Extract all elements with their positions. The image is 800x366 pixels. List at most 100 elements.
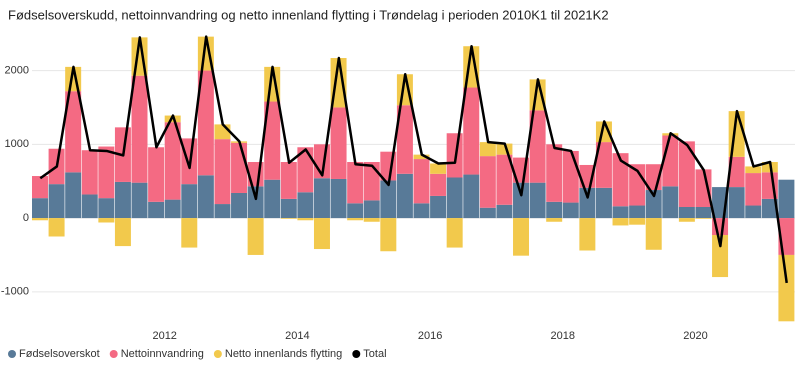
x-tick-label: 2014 <box>285 330 309 342</box>
bar-segment <box>330 107 347 179</box>
bar-segment <box>446 218 463 248</box>
bar-segment <box>347 218 364 221</box>
x-tick-label: 2012 <box>152 330 176 342</box>
bar-segment <box>612 218 629 226</box>
y-tick-label: 1000 <box>5 138 29 150</box>
x-tick-label: 2016 <box>418 330 442 342</box>
bar-segment <box>728 156 745 188</box>
bar-segment <box>313 178 330 219</box>
bar-segment <box>297 192 314 219</box>
bar-segment <box>131 75 148 183</box>
bar-segment <box>479 156 496 208</box>
bar-segment <box>496 143 513 155</box>
bar-segment <box>231 192 248 219</box>
bar-segment <box>65 91 82 173</box>
bar-segment <box>629 205 646 219</box>
bar-segment <box>446 133 463 178</box>
bar-segment <box>380 180 397 219</box>
bar-segment <box>678 207 695 219</box>
bar-segment <box>214 124 231 140</box>
bar-segment <box>81 150 98 195</box>
bar-segment <box>745 173 762 206</box>
bar-segment <box>164 122 181 200</box>
bar-segment <box>712 235 729 278</box>
chart-title: Fødselsoverskudd, nettoinnvandring og ne… <box>8 7 609 22</box>
bar-segment <box>32 198 48 219</box>
bar-segment <box>413 154 430 160</box>
bar-segment <box>164 199 181 219</box>
bar-segment <box>678 141 695 207</box>
bar-segment <box>529 182 546 219</box>
legend-marker <box>352 350 361 358</box>
legend-label: Netto innenlands flytting <box>225 348 342 360</box>
bar-segment <box>612 153 629 207</box>
bar-segment <box>413 159 430 204</box>
bar-segment <box>197 70 214 176</box>
bar-segment <box>778 254 795 322</box>
bar-segment <box>396 105 413 174</box>
bar-segment <box>231 142 248 193</box>
bar-segment <box>430 163 447 174</box>
bar-segment <box>496 204 513 219</box>
bar-segment <box>181 218 198 248</box>
bar-segment <box>579 218 596 251</box>
bar-segment <box>297 218 314 221</box>
bar-segment <box>148 201 165 219</box>
bar-segment <box>562 202 579 219</box>
bar-segment <box>48 184 65 219</box>
bar-segment <box>330 178 347 219</box>
bar-segment <box>363 200 380 219</box>
bar-segment <box>430 195 447 219</box>
legend-label: Total <box>363 348 386 360</box>
bar-segment <box>131 182 148 219</box>
bar-segment <box>612 206 629 219</box>
legend-label: Nettoinnvandring <box>121 348 204 360</box>
bar-segment <box>595 187 612 219</box>
bar-segment <box>479 142 496 157</box>
bar-segment <box>546 144 563 202</box>
bar-segment <box>778 179 795 219</box>
bar-segment <box>645 190 662 219</box>
bar-segment <box>247 218 264 255</box>
bar-segment <box>579 187 596 219</box>
bar-segment <box>380 218 397 252</box>
bar-segment <box>396 173 413 219</box>
bar-segment <box>728 187 745 219</box>
bar-segment <box>98 218 115 223</box>
bar-segment <box>98 146 115 199</box>
bar-segment <box>280 162 297 199</box>
bar-segment <box>347 162 364 204</box>
bar-segment <box>181 184 198 219</box>
bar-segment <box>745 205 762 219</box>
bar-segment <box>695 218 712 219</box>
bar-segment <box>430 173 447 196</box>
bar-segment <box>513 218 530 256</box>
bar-segment <box>695 207 712 219</box>
x-tick-label: 2018 <box>551 330 575 342</box>
total-line <box>39 35 788 284</box>
bar-segment <box>280 198 297 219</box>
legend-marker <box>8 350 16 358</box>
bar-segment <box>32 176 48 199</box>
bar-segment <box>264 101 281 180</box>
bar-segment <box>745 166 762 174</box>
bar-segment <box>678 218 695 222</box>
bar-segment <box>214 139 231 205</box>
bar-segment <box>645 218 662 250</box>
bar-segment <box>32 218 48 221</box>
bar-segment <box>662 135 679 187</box>
bar-segment <box>81 194 98 219</box>
bar-segment <box>313 218 330 250</box>
bar-segment <box>463 87 480 175</box>
bar-segment <box>761 198 778 219</box>
y-tick-label: 0 <box>23 212 29 224</box>
y-tick-label: 2000 <box>5 64 29 76</box>
bar-segment <box>164 115 181 123</box>
bar-segment <box>297 147 314 193</box>
legend-label: Fødselsoverskot <box>19 348 100 360</box>
bar-segment <box>595 142 612 188</box>
bar-segment <box>695 169 712 207</box>
bar-segment <box>65 172 82 219</box>
bar-segment <box>363 162 380 201</box>
